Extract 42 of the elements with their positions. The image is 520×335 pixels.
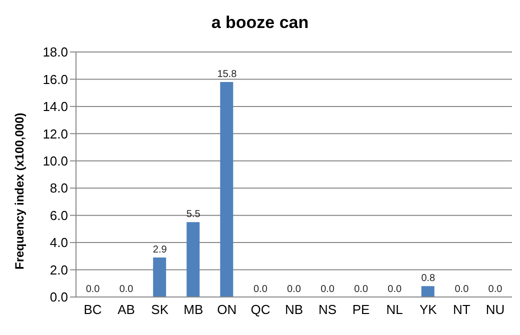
bar: [220, 82, 234, 297]
data-label: 0.0: [119, 284, 134, 295]
chart-title: a booze can: [210, 12, 310, 34]
x-tick-label: AB: [118, 302, 135, 318]
y-tick-label: 2.0: [50, 262, 68, 278]
data-label: 15.8: [217, 68, 238, 80]
data-label: 5.5: [186, 209, 201, 220]
data-label: 0.0: [254, 284, 268, 295]
x-tick-label: MB: [184, 302, 204, 318]
y-tick-label: 16.0: [42, 72, 68, 87]
data-label: 0.0: [488, 284, 503, 295]
x-tick-label: NU: [486, 302, 505, 318]
data-label: 0.0: [388, 284, 402, 295]
x-tick-label: PE: [352, 302, 370, 318]
data-label: 0.0: [287, 284, 302, 295]
x-tick-label: NS: [318, 302, 337, 318]
y-tick-label: 0.0: [50, 290, 68, 305]
bar: [421, 286, 434, 297]
x-tick-label: BC: [84, 302, 102, 318]
data-label: 0.8: [421, 273, 436, 284]
x-tick-label: SK: [151, 302, 169, 318]
data-label: 0.0: [320, 284, 335, 295]
bar: [186, 222, 200, 297]
y-axis-title: Frequency index (x100,000): [12, 112, 26, 270]
y-tick-label: 12.0: [42, 126, 68, 142]
y-tick-label: 6.0: [50, 208, 68, 223]
data-label: 0.0: [454, 284, 470, 295]
bar: [153, 258, 166, 297]
y-tick-label: 4.0: [50, 235, 68, 250]
x-tick-label: NL: [386, 302, 403, 318]
data-label: 0.0: [354, 284, 368, 295]
y-tick-label: 18.0: [42, 44, 68, 60]
x-tick-label: NT: [453, 302, 470, 318]
data-label: 2.9: [152, 244, 168, 256]
x-tick-label: YK: [419, 302, 438, 318]
data-label: 0.0: [86, 284, 100, 295]
x-tick-label: NB: [284, 302, 304, 318]
y-tick-label: 8.0: [50, 180, 68, 196]
x-tick-label: QC: [250, 302, 270, 318]
y-tick-label: 10.0: [42, 154, 68, 169]
y-tick-label: 14.0: [42, 99, 68, 114]
x-tick-label: ON: [217, 302, 237, 318]
